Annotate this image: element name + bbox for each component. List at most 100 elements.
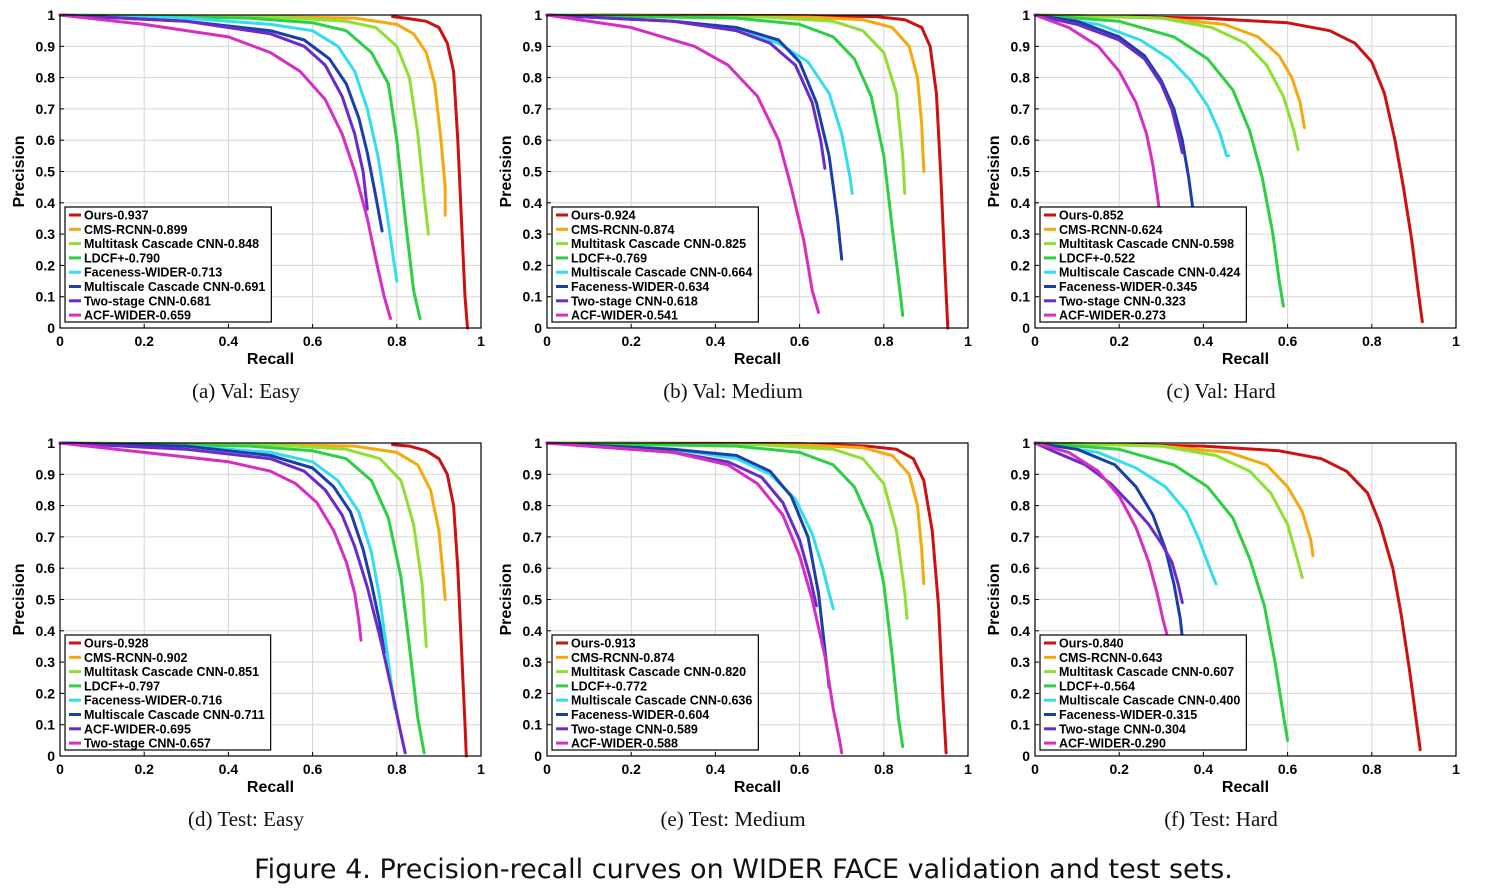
panel-test-hard: 0 0.2 0.4 0.6 0.8 1 0 0.1 0.2 0.3 0.4 0.5 0.6 0.7 0.8 0… [977,428,1465,853]
legend-label: Faceness-WIDER-0.716 [84,694,222,708]
series-line [545,13,907,195]
x-axis-title: Recall [1222,351,1269,368]
series-line [1033,13,1285,308]
legend-box [64,206,272,323]
y-tick-label: 0.7 [523,101,543,117]
x-tick-label: 0.2 [134,333,154,349]
y-tick-label: 1 [1022,435,1030,451]
series-line [545,441,905,749]
pr-chart: 0 0.2 0.4 0.6 0.8 1 0 0.1 0.2 0.3 0.4 0.5 0.6 0.7 0.8 0… [986,7,1460,368]
x-tick-label: 0.8 [1362,761,1382,777]
subcaption: (a) Val: Easy [191,379,301,403]
series-line [545,13,905,317]
legend-box [1039,634,1247,751]
pr-chart: 0 0.2 0.4 0.6 0.8 1 0 0.1 0.2 0.3 0.4 0.5 0.6 0.7 0.8 0… [986,435,1460,796]
x-tick-label: 1 [477,761,485,777]
subcaption: (b) Val: Medium [663,379,803,403]
legend-label: Multitask Cascade CNN-0.825 [571,237,746,251]
y-tick-label: 0.9 [36,466,56,482]
y-axis-title: Precision [498,563,515,635]
series-group [58,13,469,330]
y-axis-title: Precision [986,135,1003,207]
y-tick-label: 0.9 [36,38,56,54]
y-tick-label: 0.9 [523,466,543,482]
pr-chart: 0 0.2 0.4 0.6 0.8 1 0 0.1 0.2 0.3 0.4 0.5 0.6 0.7 0.8 0… [498,7,972,368]
x-axis-title: Recall [734,779,781,796]
y-tick-label: 0.7 [36,529,56,545]
series-line [58,441,397,711]
legend-label: LDCF+-0.790 [84,251,160,265]
pr-chart: 0 0.2 0.4 0.6 0.8 1 0 0.1 0.2 0.3 0.4 0.5 0.6 0.7 0.8 0… [11,435,485,796]
y-tick-label: 0 [534,748,542,764]
y-tick-label: 0.8 [36,70,56,86]
legend-label: Multiscale Cascade CNN-0.636 [571,694,752,708]
legend-label: Multiscale Cascade CNN-0.424 [1059,266,1240,280]
legend-box [1039,206,1247,323]
y-tick-label: 0.3 [523,226,543,242]
series-line [545,441,831,689]
series-line [391,443,468,758]
series-line [58,13,399,283]
legend-label: Two-stage CNN-0.618 [571,294,698,308]
legend-label: Multiscale Cascade CNN-0.711 [84,708,265,722]
subcaption: (f) Test: Hard [1164,807,1278,831]
y-tick-label: 0.3 [1011,226,1031,242]
y-tick-label: 0 [534,320,542,336]
legend-label: Ours-0.852 [1059,209,1124,223]
legend-label: LDCF+-0.772 [571,679,647,693]
x-tick-label: 0.8 [387,333,407,349]
y-tick-label: 0.7 [36,101,56,117]
series-line [58,13,384,233]
y-axis-title: Precision [498,135,515,207]
x-tick-label: 0.6 [303,333,323,349]
panel-val-easy: 0 0.2 0.4 0.6 0.8 1 0 0.1 0.2 0.3 0.4 0.5 0.6 0.7 0.8 0… [2,0,490,425]
legend-label: ACF-WIDER-0.588 [571,737,678,751]
y-tick-label: 0.6 [1011,132,1031,148]
series-line [1033,13,1231,158]
y-tick-label: 0.7 [523,529,543,545]
y-tick-label: 0.1 [1011,717,1031,733]
y-tick-label: 0.4 [523,623,543,639]
legend-label: LDCF+-0.769 [571,251,647,265]
y-tick-label: 0.3 [36,654,56,670]
legend-label: Multitask Cascade CNN-0.851 [84,665,259,679]
series-line [58,13,447,217]
y-axis-title: Precision [11,563,28,635]
x-tick-label: 1 [1452,333,1460,349]
x-tick-label: 0.2 [1109,761,1129,777]
panel-val-hard: 0 0.2 0.4 0.6 0.8 1 0 0.1 0.2 0.3 0.4 0.5 0.6 0.7 0.8 0… [977,0,1465,425]
y-tick-label: 0.8 [1011,498,1031,514]
series-line [1033,441,1422,752]
legend-label: Faceness-WIDER-0.345 [1059,280,1197,294]
y-tick-label: 0.6 [36,560,56,576]
y-tick-label: 0.2 [1011,257,1031,273]
y-tick-label: 0.2 [1011,685,1031,701]
y-tick-label: 0.4 [523,195,543,211]
y-tick-label: 0.7 [1011,529,1031,545]
y-tick-label: 0.4 [36,195,56,211]
legend-label: ACF-WIDER-0.659 [84,309,191,323]
subcaption: (e) Test: Medium [660,807,806,831]
series-line [545,13,950,330]
y-tick-label: 0.8 [1011,70,1031,86]
x-tick-label: 0.6 [1278,761,1298,777]
panel-test-easy: 0 0.2 0.4 0.6 0.8 1 0 0.1 0.2 0.3 0.4 0.5 0.6 0.7 0.8 0… [2,428,490,853]
series-group [1033,13,1424,324]
legend-label: Multitask Cascade CNN-0.820 [571,665,746,679]
legend-box [551,634,759,751]
x-tick-label: 0.4 [706,761,726,777]
x-tick-label: 0 [56,761,64,777]
y-tick-label: 0.6 [36,132,56,148]
x-tick-label: 0.2 [1109,333,1129,349]
y-tick-label: 0.8 [36,498,56,514]
series-line [545,441,909,620]
legend-label: CMS-RCNN-0.874 [571,651,675,665]
legend-label: Two-stage CNN-0.323 [1059,294,1186,308]
legend-label: Multitask Cascade CNN-0.848 [84,237,259,251]
series-line [545,13,926,173]
y-tick-label: 0.3 [523,654,543,670]
series-line [1033,13,1300,152]
series-line [545,13,827,170]
x-axis-title: Recall [734,351,781,368]
